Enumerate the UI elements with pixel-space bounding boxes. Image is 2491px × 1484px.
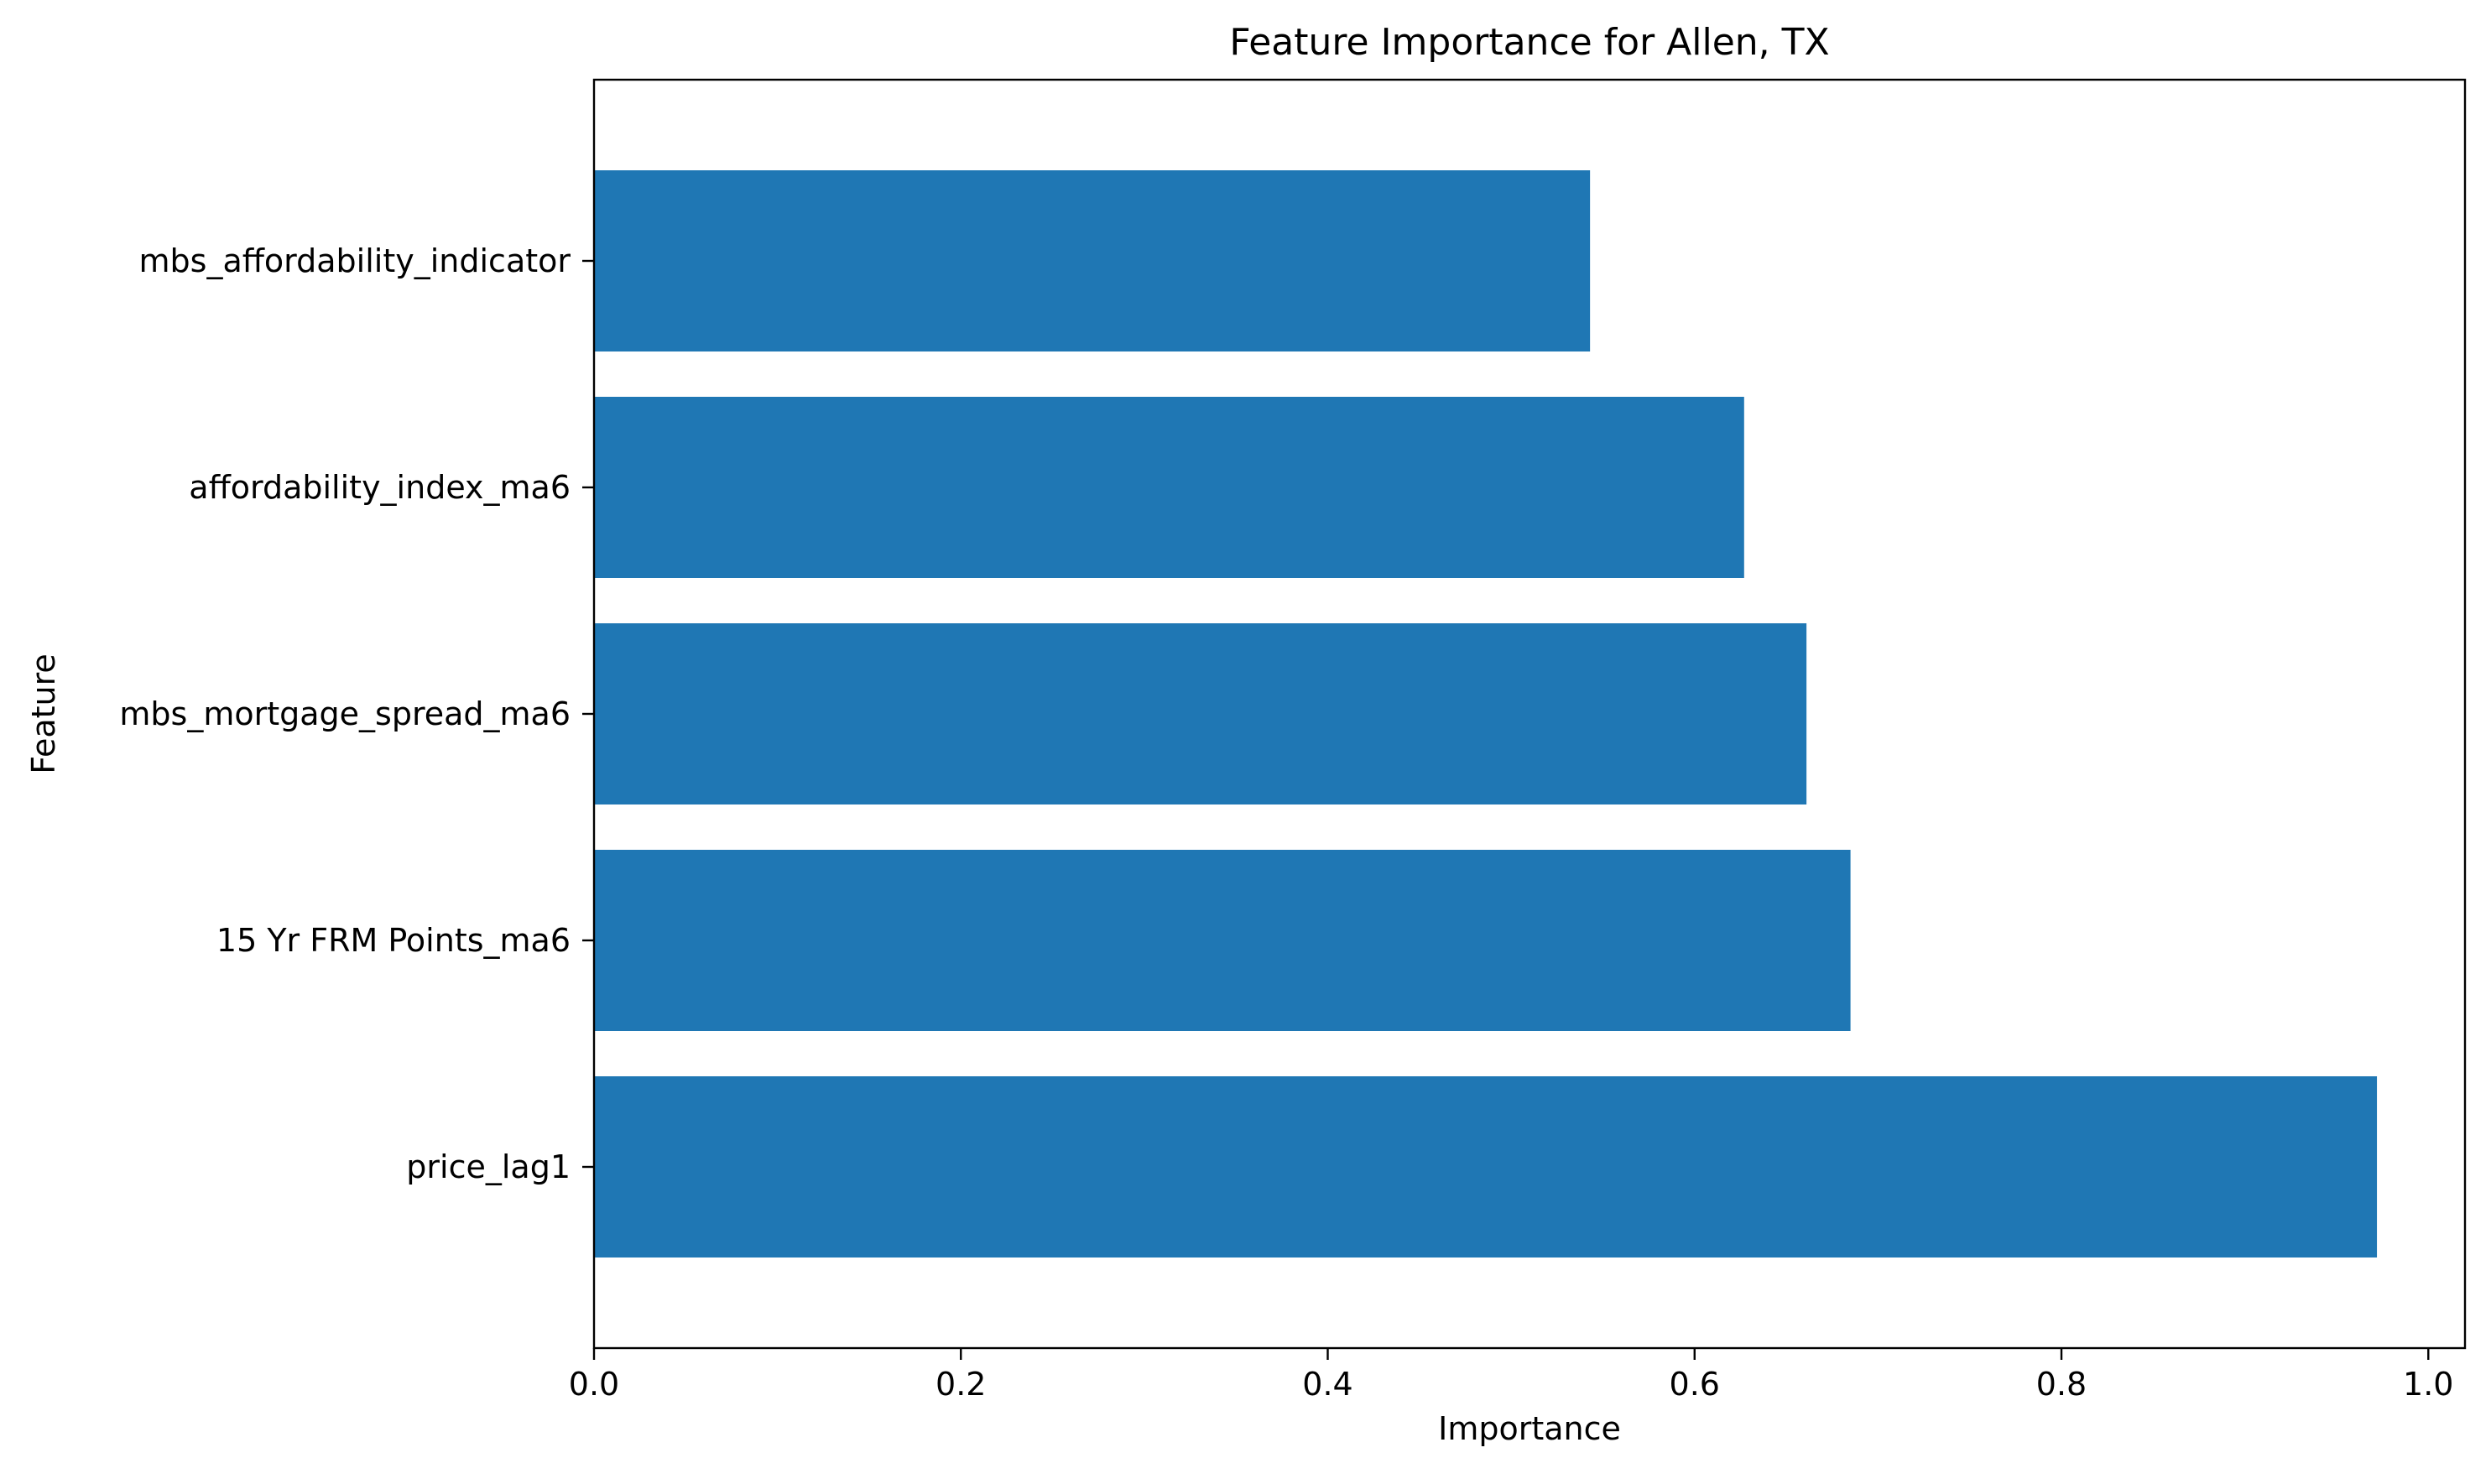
y-tick-label: 15 Yr FRM Points_ma6 <box>216 922 571 959</box>
bars-group <box>594 170 2378 1257</box>
x-tick-label: 0.0 <box>569 1366 619 1403</box>
x-tick-label: 0.4 <box>1302 1366 1352 1403</box>
x-tick-label: 1.0 <box>2403 1366 2453 1403</box>
y-tick-label: mbs_affordability_indicator <box>139 242 571 279</box>
x-tick-label: 0.6 <box>1670 1366 1720 1403</box>
x-axis-label: Importance <box>1438 1410 1621 1447</box>
y-tick-label: affordability_index_ma6 <box>189 469 571 506</box>
bar-affordability-index-ma6 <box>594 397 1744 578</box>
bar-mbs-affordability-indicator <box>594 170 1591 351</box>
y-tick-label: price_lag1 <box>406 1148 571 1185</box>
plot-area-frame <box>592 78 2467 1350</box>
bar-15-yr-frm-points-ma6 <box>594 850 1851 1031</box>
x-tick-label: 0.8 <box>2036 1366 2087 1403</box>
x-tick-label: 0.2 <box>935 1366 986 1403</box>
chart-title: Feature Importance for Allen, TX <box>1229 21 1829 64</box>
y-axis-label: Feature <box>25 653 62 774</box>
bar-mbs-mortgage-spread-ma6 <box>594 623 1807 804</box>
y-tick-label: mbs_mortgage_spread_ma6 <box>119 695 571 732</box>
y-axis-ticks: price_lag1 15 Yr FRM Points_ma6 mbs_mortga… <box>119 242 594 1185</box>
bar-price-lag1 <box>594 1076 2378 1257</box>
x-axis-ticks: 0.0 0.2 0.4 0.6 0.8 1.0 <box>569 1348 2453 1403</box>
